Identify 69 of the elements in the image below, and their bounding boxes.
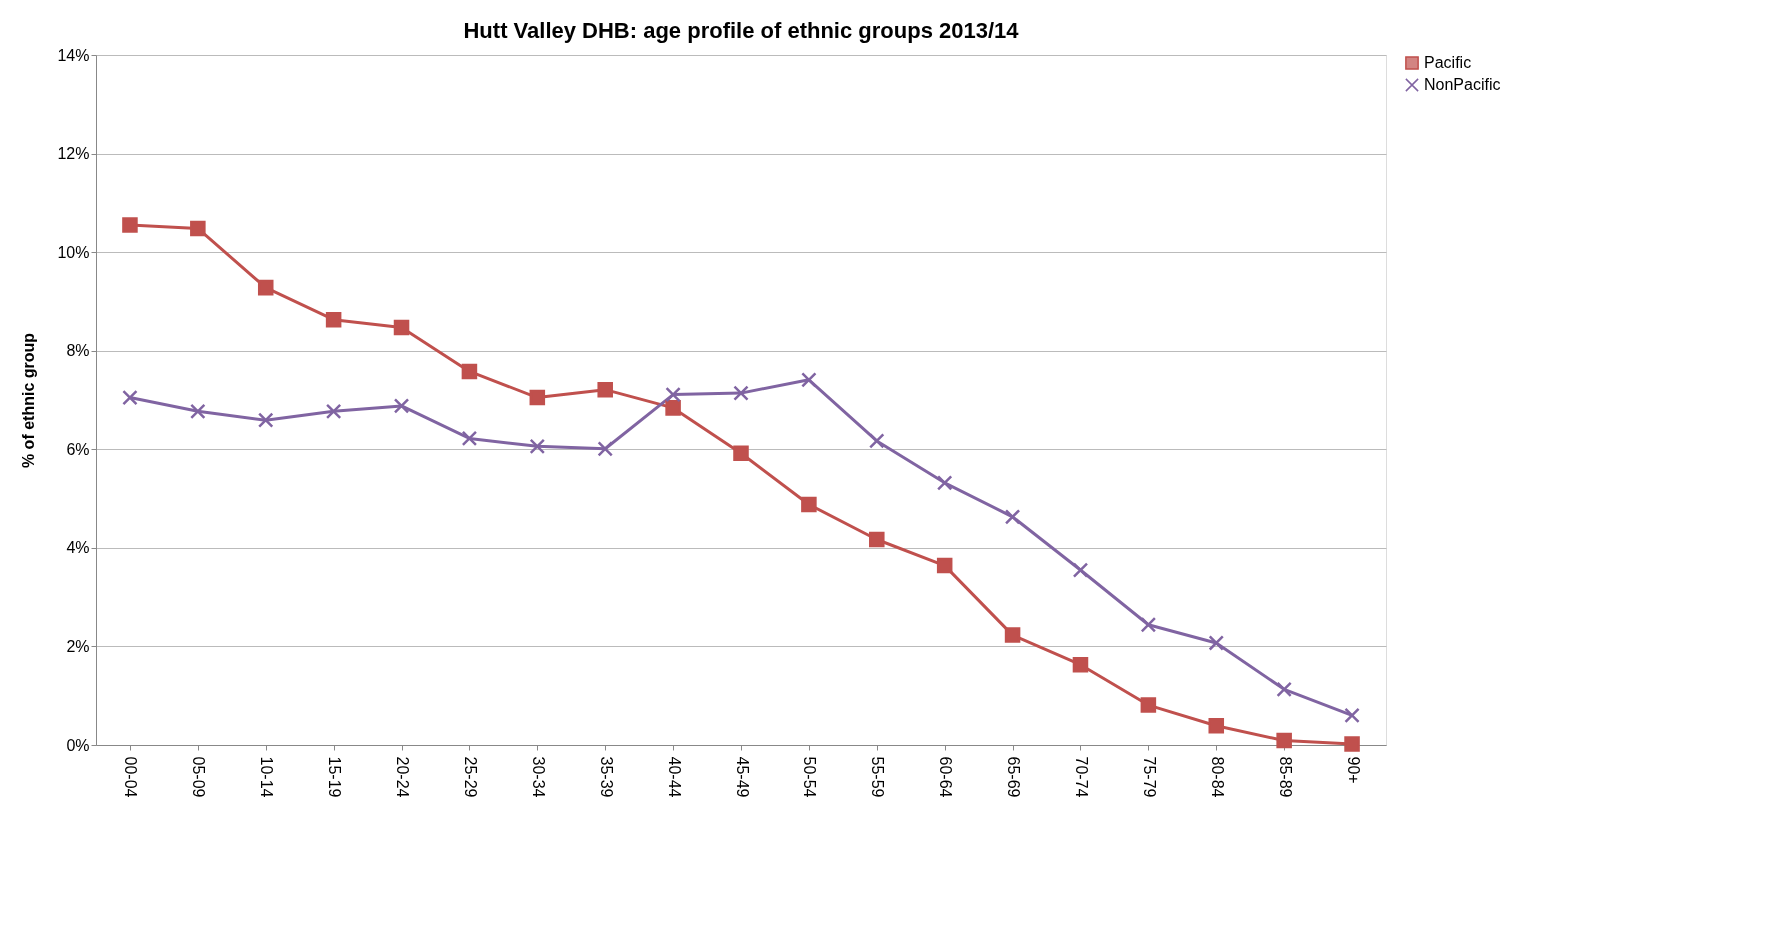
point <box>257 412 274 428</box>
x-tick-label: 70-74 <box>1072 756 1090 798</box>
point <box>665 400 681 416</box>
x-tick-label: 30-34 <box>529 756 547 798</box>
y-tick-label: 8% <box>66 342 90 360</box>
chart-title: Hutt Valley DHB: age profile of ethnic groups 2013/14 <box>463 18 1020 43</box>
point <box>325 403 342 420</box>
x-tick-label: 20-24 <box>394 756 412 798</box>
point <box>1344 736 1360 752</box>
point <box>257 279 274 296</box>
point <box>869 531 885 548</box>
y-tick-label: 10% <box>57 243 90 261</box>
point <box>1072 656 1089 673</box>
y-tick-label: 14% <box>57 46 90 64</box>
point <box>733 445 749 461</box>
point <box>461 430 478 447</box>
point <box>1208 635 1225 651</box>
x-tick-label: 80-84 <box>1208 756 1226 798</box>
point <box>869 433 885 449</box>
x-tick-label: 45-49 <box>733 756 751 798</box>
point <box>1004 509 1021 525</box>
y-tick-label: 12% <box>57 145 90 163</box>
point <box>597 441 613 457</box>
point <box>461 363 478 380</box>
point <box>1276 732 1292 749</box>
legend-label: NonPacific <box>1424 76 1501 93</box>
point <box>801 372 817 388</box>
x-tick-label: 85-89 <box>1276 756 1294 798</box>
point <box>529 438 546 455</box>
x-tick-label: 00-04 <box>122 756 140 798</box>
point <box>936 475 953 491</box>
point <box>1140 616 1157 633</box>
x-tick-label: 05-09 <box>190 756 208 798</box>
x-tick-label: 25-29 <box>461 756 479 798</box>
x-tick-label: 65-69 <box>1005 756 1023 798</box>
point <box>801 496 817 513</box>
point <box>733 385 749 401</box>
point <box>936 557 953 574</box>
point <box>1208 718 1225 734</box>
x-tick-label: 75-79 <box>1140 756 1158 798</box>
x-tick-label: 15-19 <box>326 756 344 798</box>
x-tick-label: 10-14 <box>258 756 276 798</box>
point <box>190 220 206 237</box>
x-tick-label: 40-44 <box>665 756 683 798</box>
point <box>1004 627 1021 643</box>
point <box>1072 562 1089 578</box>
point <box>325 311 342 328</box>
point <box>393 319 410 336</box>
y-tick-label: 4% <box>66 539 90 557</box>
point <box>529 389 546 406</box>
x-tick-label: 35-39 <box>597 756 615 798</box>
point <box>393 398 410 414</box>
point <box>597 381 613 398</box>
x-tick-label: 60-64 <box>937 756 955 798</box>
x-tick-label: 90+ <box>1344 756 1362 784</box>
point <box>1276 681 1292 698</box>
y-tick-label: 2% <box>66 637 90 655</box>
point <box>122 217 138 233</box>
point <box>665 386 681 403</box>
y-tick-label: 6% <box>66 440 90 458</box>
y-tick-label: 0% <box>66 736 90 754</box>
legend-label: Pacific <box>1424 54 1472 71</box>
point <box>1344 707 1360 724</box>
point <box>122 389 138 406</box>
x-tick-label: 50-54 <box>801 756 819 798</box>
point <box>190 403 206 420</box>
x-tick-label: 55-59 <box>869 756 887 798</box>
y-axis-title: % of ethnic group <box>20 332 38 469</box>
point <box>1140 697 1157 713</box>
